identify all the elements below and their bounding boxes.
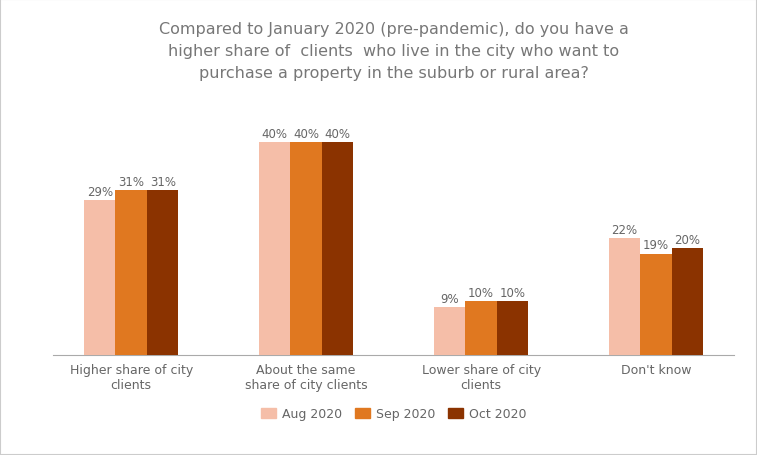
Bar <box>291 142 322 355</box>
Text: 29%: 29% <box>86 186 113 199</box>
Bar <box>497 302 528 355</box>
Text: 40%: 40% <box>293 127 319 141</box>
Bar <box>466 302 497 355</box>
Title: Compared to January 2020 (pre-pandemic), do you have a
higher share of  clients : Compared to January 2020 (pre-pandemic),… <box>159 22 628 81</box>
Bar <box>434 307 466 355</box>
Bar <box>84 201 116 355</box>
Text: 9%: 9% <box>441 292 459 305</box>
Text: 10%: 10% <box>500 287 525 300</box>
Text: 19%: 19% <box>643 239 669 252</box>
Bar <box>116 190 147 355</box>
Bar <box>259 142 291 355</box>
Text: 22%: 22% <box>612 223 637 236</box>
Legend: Aug 2020, Sep 2020, Oct 2020: Aug 2020, Sep 2020, Oct 2020 <box>256 402 531 425</box>
Bar <box>640 254 671 355</box>
Text: 31%: 31% <box>150 175 176 188</box>
Text: 31%: 31% <box>118 175 144 188</box>
Text: 20%: 20% <box>674 233 700 247</box>
Text: 10%: 10% <box>468 287 494 300</box>
Text: 40%: 40% <box>325 127 350 141</box>
Text: 40%: 40% <box>262 127 288 141</box>
Bar <box>147 190 179 355</box>
Bar <box>322 142 354 355</box>
Bar <box>671 249 703 355</box>
Bar <box>609 238 640 355</box>
